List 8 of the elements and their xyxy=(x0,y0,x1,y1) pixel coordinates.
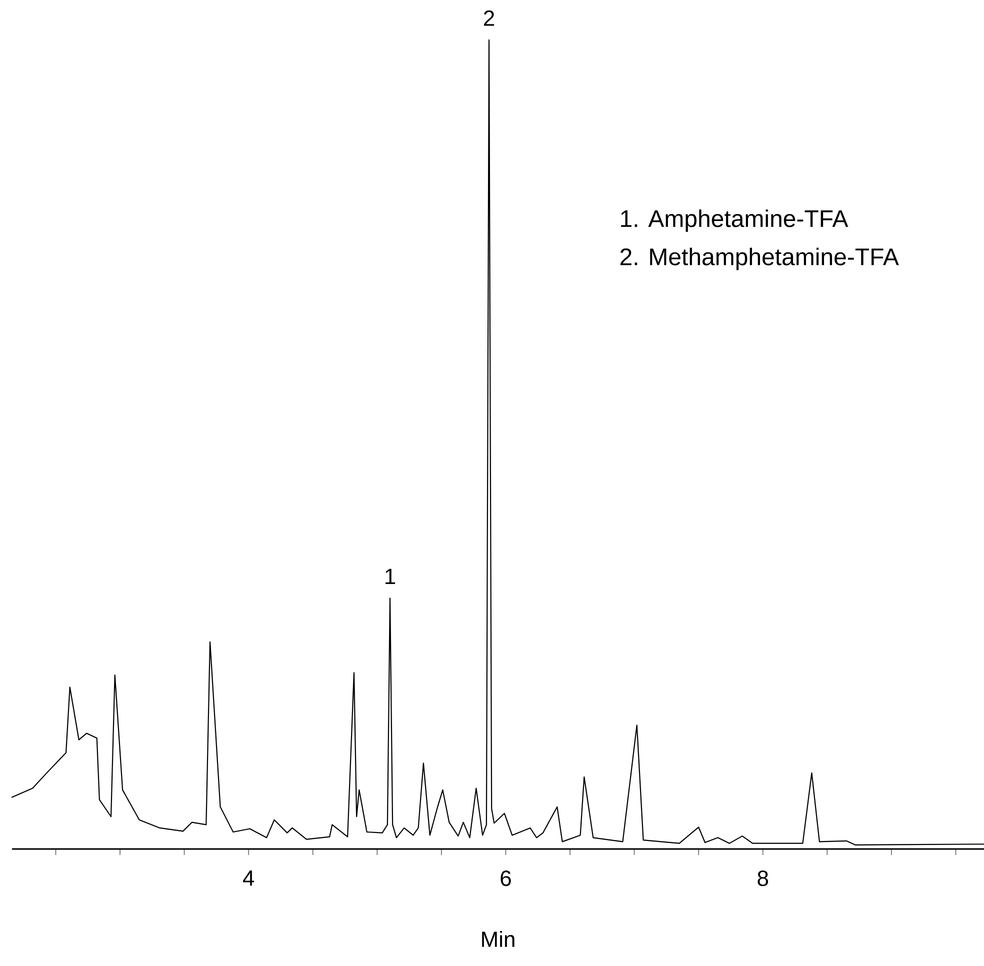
annotation: 1 xyxy=(386,568,396,584)
x-tick-label: 4 xyxy=(242,870,254,886)
x-axis-title: Min xyxy=(482,930,514,947)
annotation: 1. Amphetamine-TFA xyxy=(621,210,848,232)
x-tick-label: 8 xyxy=(758,870,768,886)
annotation: 2 xyxy=(484,10,494,26)
annotation: 2. Methamphetamine-TFA xyxy=(620,248,899,270)
x-tick-label: 6 xyxy=(500,870,511,886)
